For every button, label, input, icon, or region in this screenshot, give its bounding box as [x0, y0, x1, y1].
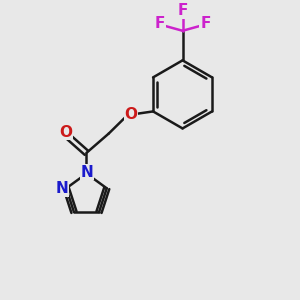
Text: N: N	[81, 165, 94, 180]
Text: O: O	[124, 107, 137, 122]
Text: F: F	[200, 16, 211, 32]
Text: N: N	[56, 181, 68, 196]
Text: F: F	[177, 3, 188, 18]
Text: O: O	[59, 124, 72, 140]
Text: F: F	[154, 16, 165, 32]
